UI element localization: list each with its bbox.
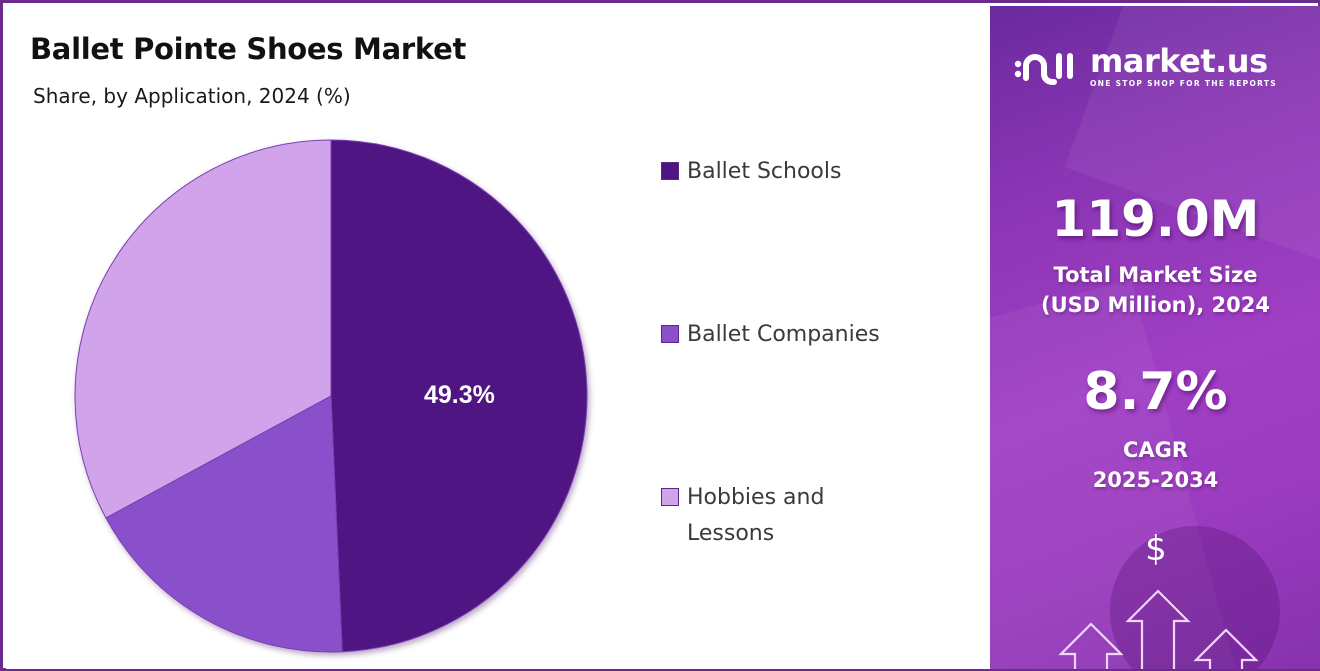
legend-label: Ballet Schools — [687, 159, 842, 184]
legend-label: Hobbies and Lessons — [687, 485, 825, 546]
legend-item-hobbies-and-lessons: Hobbies and Lessons — [661, 480, 941, 552]
legend-swatch-icon — [661, 488, 679, 506]
legend-item-ballet-schools: Ballet Schools — [661, 154, 941, 190]
legend-swatch-icon — [661, 325, 679, 343]
legend-swatch-icon — [661, 162, 679, 180]
legend-item-ballet-companies: Ballet Companies — [661, 317, 941, 353]
logo-tagline: ONE STOP SHOP FOR THE REPORTS — [1090, 78, 1277, 88]
logo-name: market.us — [1090, 41, 1268, 80]
brand-logo: market.us ONE STOP SHOP FOR THE REPORTS — [1012, 44, 1277, 88]
slice-hobbies-and-lessons — [74, 139, 332, 519]
cagr-value: 8.7% — [1083, 362, 1228, 422]
pie-chart: 49.3% — [72, 137, 592, 657]
market-size-label-line1: Total Market Size — [1053, 263, 1258, 287]
dollar-icon: $ — [1145, 529, 1167, 569]
legend-label: Ballet Companies — [687, 322, 880, 347]
chart-title: Ballet Pointe Shoes Market — [30, 32, 467, 66]
chart-panel: Ballet Pointe Shoes Market Share, by App… — [6, 6, 990, 669]
cagr-label-line2: 2025-2034 — [1092, 468, 1219, 492]
market-size-value: 119.0M — [1051, 190, 1260, 248]
background-circle — [1110, 526, 1280, 669]
pie-slices — [74, 139, 588, 653]
growth-arrows-icon: $ — [1058, 529, 1259, 669]
cagr-label-line1: CAGR — [1122, 438, 1189, 462]
slice-ballet-schools — [330, 139, 588, 653]
pie-svg — [74, 139, 588, 653]
stats-sidebar: market.us ONE STOP SHOP FOR THE REPORTS … — [990, 6, 1320, 669]
chart-subtitle: Share, by Application, 2024 (%) — [33, 84, 351, 108]
slice-ballet-companies — [105, 395, 343, 653]
slice-label-ballet-schools: 49.3% — [424, 381, 495, 409]
market-us-logo-icon — [1014, 53, 1073, 85]
market-size-label-line2: (USD Million), 2024 — [1041, 293, 1270, 317]
